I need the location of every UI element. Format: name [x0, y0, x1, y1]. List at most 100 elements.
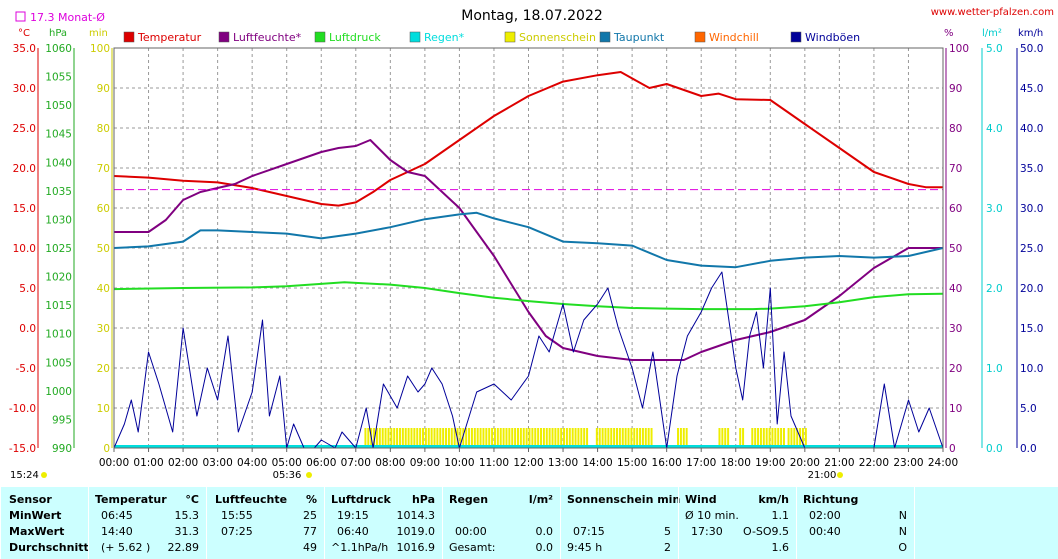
hum-max-time: 07:25 — [221, 525, 253, 538]
sunshine-bar — [511, 428, 514, 448]
sunshine-bar — [450, 428, 453, 448]
legend-label: Luftdruck — [329, 31, 381, 44]
sunshine-bar — [636, 428, 639, 448]
sunshine-bar — [447, 428, 450, 448]
y-tick-minutes: 100 — [90, 43, 110, 55]
temp-unit: °C — [185, 493, 199, 506]
x-tick-label: 15:00 — [617, 457, 647, 469]
wind-avg-value: 1.6 — [771, 541, 790, 554]
sunshine-bars — [364, 428, 807, 448]
current-time-label: 15:24 — [10, 470, 39, 481]
dir-min-value: N — [898, 509, 907, 522]
sunshine-bar — [407, 428, 410, 448]
y-tick-minutes: 20 — [97, 363, 110, 375]
temperature-column: Temperatur °C 06:45 15.3 14:40 31.3 (+ 5… — [88, 487, 207, 559]
legend-swatch — [409, 31, 421, 43]
x-tick-label: 11:00 — [479, 457, 509, 469]
temp-min-time: 06:45 — [101, 509, 133, 522]
sunshine-bar — [505, 428, 508, 448]
sunshine-bar — [424, 428, 427, 448]
rain-column: Regen l/m² 00:00 0.0 Gesamt: 0.0 — [442, 487, 561, 559]
press-unit-label: hPa — [49, 28, 67, 39]
sunshine-bar — [595, 428, 598, 448]
press-unit: hPa — [411, 493, 435, 506]
sensor-header: Sensor — [9, 493, 52, 506]
wind-min-value: 1.1 — [771, 509, 790, 522]
y-tick-rain: 2.0 — [986, 283, 1003, 295]
x-tick-label: 18:00 — [721, 457, 751, 469]
chart-title: Montag, 18.07.2022 — [461, 8, 603, 24]
press-avg-value: 1016.9 — [396, 541, 436, 554]
sunshine-bar — [774, 428, 777, 448]
sunshine-bar — [537, 428, 540, 448]
x-tick-label: 21:00 — [824, 457, 854, 469]
row-label-avg: Durchschnitt — [9, 541, 89, 554]
y-tick-wind: 20.0 — [1020, 283, 1043, 295]
sunshine-bar — [476, 428, 479, 448]
legend-swatch — [218, 31, 230, 43]
hum-header: Luftfeuchte — [215, 493, 288, 506]
sunshine-bar — [496, 428, 499, 448]
y-tick-pressure: 1055 — [45, 72, 72, 84]
y-tick-rain: 1.0 — [986, 363, 1003, 375]
sunrise-icon — [306, 472, 312, 478]
y-tick-minutes: 70 — [97, 163, 110, 175]
legend: Temperatur Luftfeuchte* Luftdruck Regen* Son… — [123, 31, 860, 44]
series-line-temperatur — [113, 71, 943, 207]
y-tick-temperature: 35.0 — [13, 43, 36, 55]
sunshine-bar — [548, 428, 551, 448]
y-tick-humidity: 30 — [949, 323, 962, 335]
sun-max-time: 07:15 — [573, 525, 605, 538]
hum-min-time: 15:55 — [221, 509, 253, 522]
sunshine-bar — [565, 428, 568, 448]
y-tick-humidity: 70 — [949, 163, 962, 175]
y-tick-temperature: 30.0 — [13, 83, 36, 95]
statistics-table: Sensor MinWert MaxWert Durchschnitt Temp… — [0, 487, 1058, 559]
sunshine-bar — [639, 428, 642, 448]
rain-unit-label: l/m² — [982, 28, 1002, 39]
x-tick-label: 24:00 — [928, 457, 958, 469]
y-tick-wind: 0.0 — [1020, 443, 1037, 455]
sunshine-bar — [647, 428, 650, 448]
y-tick-wind: 25.0 — [1020, 243, 1043, 255]
sunshine-bar — [771, 428, 774, 448]
sunshine-bar — [790, 428, 793, 448]
x-tick-label: 13:00 — [548, 457, 578, 469]
x-tick-label: 10:00 — [444, 457, 474, 469]
sunshine-bar — [787, 428, 790, 448]
temp-max-time: 14:40 — [101, 525, 133, 538]
sunshine-bar — [499, 428, 502, 448]
sunshine-bar — [677, 428, 680, 448]
sunshine-bar — [679, 428, 682, 448]
y-tick-pressure: 1000 — [45, 386, 72, 398]
sunshine-bar — [545, 428, 548, 448]
legend-swatch — [790, 31, 802, 43]
weather-chart: Montag, 18.07.2022 www.wetter-pfalzen.co… — [8, 7, 1054, 481]
sunshine-bar — [804, 428, 807, 448]
press-min-time: 19:15 — [337, 509, 369, 522]
sunshine-bar — [470, 428, 473, 448]
wind-header: Wind — [685, 493, 717, 506]
sunshine-bar — [682, 428, 685, 448]
x-tick-label: 17:00 — [686, 457, 716, 469]
sunshine-bar — [598, 428, 601, 448]
hum-avg-value: 49 — [303, 541, 317, 554]
sunshine-bar — [439, 428, 442, 448]
rain-total-label: Gesamt: — [449, 541, 496, 554]
series-line-windben — [113, 271, 944, 449]
sunshine-bar — [525, 428, 528, 448]
sunshine-bar — [580, 428, 583, 448]
legend-label: Regen* — [424, 31, 465, 44]
sunshine-bar — [519, 428, 522, 448]
hum-max-value: 77 — [303, 525, 317, 538]
sunshine-bar — [421, 428, 424, 448]
legend-label: Temperatur — [137, 31, 202, 44]
y-tick-wind: 5.0 — [1020, 403, 1037, 415]
sun-avg-value: 2 — [664, 541, 671, 554]
site-url: www.wetter-pfalzen.com — [931, 7, 1054, 18]
y-tick-humidity: 20 — [949, 363, 962, 375]
sunset-icon — [837, 472, 843, 478]
wind-max-direction: O-SO — [743, 525, 772, 538]
sunshine-bar — [616, 428, 619, 448]
pressure-column: Luftdruck hPa 19:15 1014.3 06:40 1019.0 … — [324, 487, 443, 559]
